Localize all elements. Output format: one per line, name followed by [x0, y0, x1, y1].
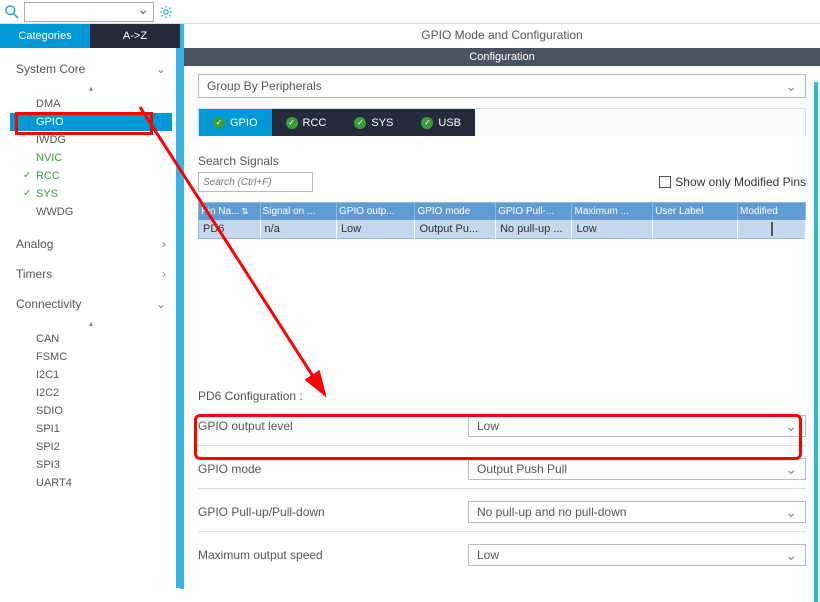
col-pin[interactable]: Pin Na... — [199, 203, 261, 221]
group-by-value: Group By Peripherals — [207, 79, 322, 93]
field-speed-label: Maximum output speed — [198, 548, 468, 562]
field-mode-select[interactable]: Output Push Pull — [468, 458, 806, 480]
field-pull-select[interactable]: No pull-up and no pull-down — [468, 501, 806, 523]
section-label: Connectivity — [16, 297, 81, 311]
tree-item-spi2[interactable]: SPI2 — [10, 438, 172, 456]
gear-icon[interactable] — [158, 4, 174, 20]
tree-item-nvic[interactable]: NVIC — [10, 149, 172, 167]
select-value: Low — [477, 419, 499, 433]
periph-tab-gpio[interactable]: ✓ GPIO — [199, 109, 272, 136]
section-timers[interactable]: Timers › — [10, 263, 172, 285]
tree-item-sys[interactable]: SYS — [10, 185, 172, 203]
tree-item-spi1[interactable]: SPI1 — [10, 420, 172, 438]
check-icon: ✓ — [286, 117, 298, 129]
signals-table: Pin Na... Signal on ... GPIO outp... GPI… — [198, 202, 806, 239]
chevron-right-icon: › — [162, 267, 166, 281]
cell-out: Low — [336, 220, 415, 239]
cell-max: Low — [572, 220, 653, 239]
section-label: System Core — [16, 62, 85, 76]
show-modified-label: Show only Modified Pins — [675, 175, 806, 189]
tree-item-i2c2[interactable]: I2C2 — [10, 384, 172, 402]
col-label[interactable]: User Label — [653, 203, 738, 221]
config-subtitle: Configuration — [184, 48, 820, 66]
section-analog[interactable]: Analog › — [10, 233, 172, 255]
cell-signal: n/a — [260, 220, 336, 239]
group-by-dropdown[interactable]: Group By Peripherals — [198, 74, 806, 98]
tab-label: SYS — [371, 117, 393, 129]
tree-item-can[interactable]: CAN — [10, 330, 172, 348]
col-mode[interactable]: GPIO mode — [415, 203, 496, 221]
select-value: Low — [477, 548, 499, 562]
up-arrow-icon: ▴ — [10, 82, 172, 95]
section-label: Timers — [16, 267, 52, 281]
chevron-down-icon: ⌄ — [156, 62, 166, 76]
periph-tab-sys[interactable]: ✓ SYS — [340, 109, 407, 136]
col-pull[interactable]: GPIO Pull-... — [496, 203, 572, 221]
field-output-level-label: GPIO output level — [198, 419, 468, 433]
section-label: Analog — [16, 237, 53, 251]
tab-label: GPIO — [230, 117, 258, 129]
tab-label: RCC — [303, 117, 327, 129]
tab-label: USB — [438, 117, 461, 129]
tree-item-i2c1[interactable]: I2C1 — [10, 366, 172, 384]
field-speed-select[interactable]: Low — [468, 544, 806, 566]
search-signals-label: Search Signals — [198, 154, 806, 168]
check-icon: ✓ — [213, 117, 225, 129]
chevron-right-icon: › — [162, 237, 166, 251]
left-scrollbar[interactable] — [176, 48, 180, 588]
modified-checkbox[interactable] — [771, 222, 773, 236]
tab-az[interactable]: A->Z — [90, 24, 180, 48]
chevron-down-icon: ⌄ — [156, 297, 166, 311]
pd6-config-title: PD6 Configuration : — [198, 389, 806, 403]
col-signal[interactable]: Signal on ... — [260, 203, 336, 221]
section-system-core[interactable]: System Core ⌄ — [10, 58, 172, 80]
tree-item-dma[interactable]: DMA — [10, 95, 172, 113]
right-scrollbar[interactable] — [814, 82, 818, 602]
search-dropdown[interactable] — [24, 2, 154, 22]
panel-title: GPIO Mode and Configuration — [184, 24, 820, 48]
tree-item-gpio[interactable]: GPIO — [10, 113, 172, 131]
check-icon: ✓ — [421, 117, 433, 129]
select-value: No pull-up and no pull-down — [477, 505, 626, 519]
cell-mode: Output Pu... — [415, 220, 496, 239]
select-value: Output Push Pull — [477, 462, 567, 476]
tree-item-iwdg[interactable]: IWDG — [10, 131, 172, 149]
periph-tab-usb[interactable]: ✓ USB — [407, 109, 475, 136]
tree-item-uart4[interactable]: UART4 — [10, 474, 172, 492]
table-row[interactable]: PD6 n/a Low Output Pu... No pull-up ... … — [199, 220, 806, 239]
field-mode-label: GPIO mode — [198, 462, 468, 476]
tree-item-sdio[interactable]: SDIO — [10, 402, 172, 420]
tree-item-wwdg[interactable]: WWDG — [10, 203, 172, 221]
section-connectivity[interactable]: Connectivity ⌄ — [10, 293, 172, 315]
field-pull-label: GPIO Pull-up/Pull-down — [198, 505, 468, 519]
col-max[interactable]: Maximum ... — [572, 203, 653, 221]
col-modified[interactable]: Modified — [738, 203, 806, 221]
tree-item-spi3[interactable]: SPI3 — [10, 456, 172, 474]
show-modified-checkbox[interactable] — [659, 176, 671, 188]
check-icon: ✓ — [354, 117, 366, 129]
tree-item-rcc[interactable]: RCC — [10, 167, 172, 185]
cell-label — [653, 220, 738, 239]
tree-item-fsmc[interactable]: FSMC — [10, 348, 172, 366]
cell-modified — [738, 220, 806, 239]
search-icon — [4, 4, 20, 20]
search-signals-input[interactable] — [198, 172, 313, 192]
field-output-level-select[interactable]: Low — [468, 415, 806, 437]
cell-pin: PD6 — [199, 220, 261, 239]
cell-pull: No pull-up ... — [496, 220, 572, 239]
periph-tab-rcc[interactable]: ✓ RCC — [272, 109, 341, 136]
tab-categories[interactable]: Categories — [0, 24, 90, 48]
up-arrow-icon: ▴ — [10, 317, 172, 330]
col-output[interactable]: GPIO outp... — [336, 203, 415, 221]
